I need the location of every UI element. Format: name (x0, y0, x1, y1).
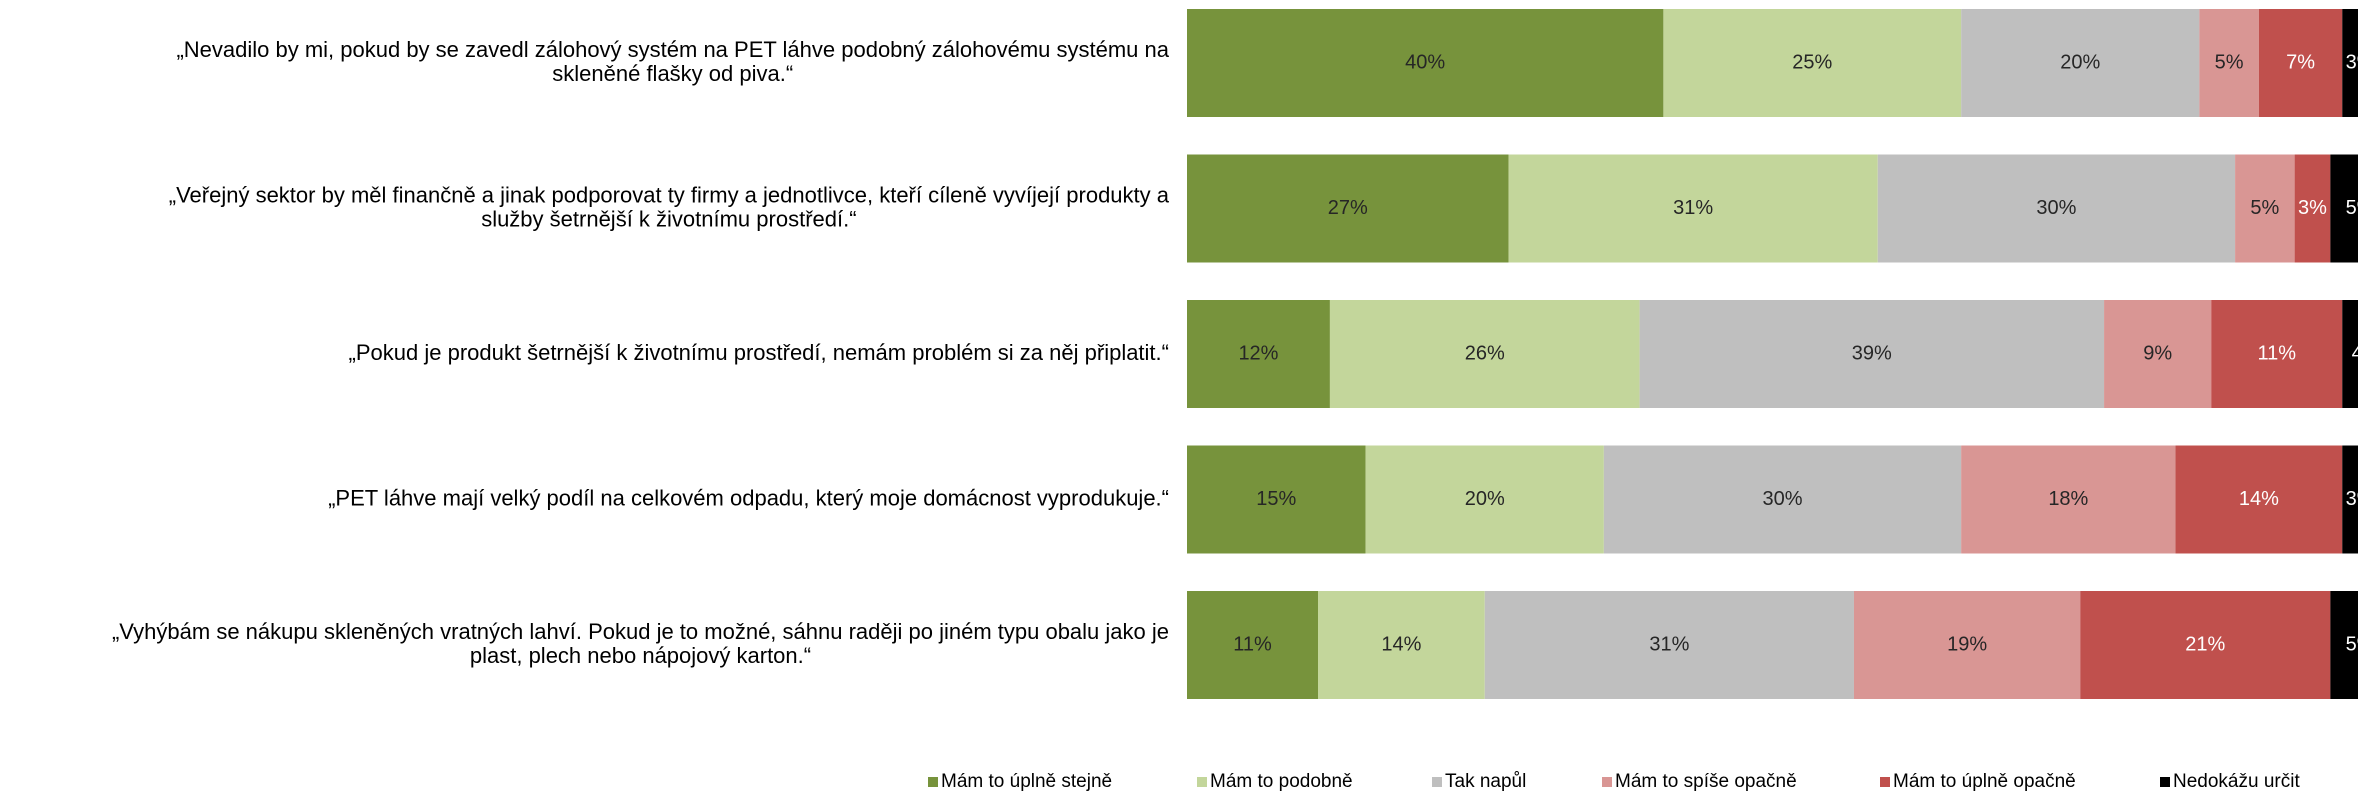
value-label: 12% (1238, 342, 1278, 364)
legend-swatch (1432, 777, 1442, 787)
value-label: 5% (2346, 633, 2358, 655)
category-label: „PET láhve mají velký podíl na celkovém … (328, 485, 1169, 510)
value-label: 3% (2346, 488, 2358, 510)
bar-segment (2175, 445, 2343, 554)
value-label: 5% (2215, 51, 2244, 73)
legend-swatch (928, 777, 938, 787)
value-label: 30% (2036, 197, 2076, 219)
value-label: 30% (1762, 488, 1802, 510)
bar-segment (2211, 300, 2343, 408)
category-label: plast, plech nebo nápojový karton.“ (470, 643, 811, 668)
bar-segment (2342, 300, 2358, 408)
value-label: 31% (1649, 633, 1689, 655)
value-label: 3% (2346, 51, 2358, 73)
legend-swatch (1880, 777, 1890, 787)
bar-segment (1508, 154, 1878, 263)
bar-segment (1187, 591, 1319, 699)
value-label: 3% (2298, 197, 2327, 219)
category-label: „Pokud je produkt šetrnější k životnímu … (349, 340, 1169, 365)
legend-label: Tak napůl (1445, 771, 1526, 792)
bar-segment (2199, 9, 2259, 117)
legend-label: Mám to spíše opačně (1615, 771, 1797, 792)
category-label: „Veřejný sektor by měl finančně a jinak … (169, 182, 1170, 207)
value-label: 21% (2185, 633, 2225, 655)
bar-segment (1329, 300, 1640, 408)
bar-segment (2342, 9, 2358, 117)
value-label: 26% (1465, 342, 1505, 364)
value-label: 18% (2048, 488, 2088, 510)
legend-swatch (1197, 777, 1207, 787)
value-label: 20% (2060, 51, 2100, 73)
value-label: 5% (2346, 197, 2358, 219)
bar-segment (2104, 300, 2212, 408)
bar-segment (1318, 591, 1485, 699)
legend-swatch (1602, 777, 1612, 787)
category-label: skleněné flašky od piva.“ (552, 61, 793, 86)
bar-segment (2294, 154, 2331, 263)
value-label: 5% (2250, 197, 2279, 219)
value-label: 7% (2286, 51, 2315, 73)
value-label: 20% (1465, 488, 1505, 510)
value-label: 19% (1947, 633, 1987, 655)
bar-segment (1187, 9, 1664, 117)
value-label: 11% (2257, 342, 2296, 364)
bar-segment (1663, 9, 1962, 117)
legend-label: Nedokážu určit (2173, 771, 2300, 792)
bar-segment (2080, 591, 2331, 699)
bar-segment (2330, 591, 2358, 699)
value-label: 14% (1381, 633, 1421, 655)
category-label: služby šetrnější k životnímu prostředí.“ (481, 206, 856, 231)
legend-label: Mám to úplně stejně (941, 771, 1112, 792)
value-label: 25% (1792, 51, 1832, 73)
bar-segment (2342, 445, 2358, 554)
category-label: „Nevadilo by mi, pokud by se zavedl zálo… (176, 37, 1169, 62)
value-label: 14% (2239, 488, 2279, 510)
value-label: 9% (2143, 342, 2172, 364)
bar-segment (1187, 300, 1330, 408)
legend-swatch (2160, 777, 2170, 787)
bar-segment (1365, 445, 1604, 554)
value-label: 4% (2352, 342, 2358, 364)
bar-segment (1853, 591, 2081, 699)
bar-segment (1961, 9, 2200, 117)
value-label: 11% (1233, 633, 1272, 655)
value-label: 15% (1256, 488, 1296, 510)
legend-label: Mám to úplně opačně (1893, 771, 2076, 792)
bar-segment (1187, 445, 1366, 554)
bar-segment (1603, 445, 1962, 554)
bar-segment (1639, 300, 2105, 408)
bar-segment (1187, 154, 1509, 263)
value-label: 31% (1673, 197, 1713, 219)
bar-segment (1877, 154, 2236, 263)
bar-segment (2235, 154, 2295, 263)
value-label: 27% (1328, 197, 1368, 219)
category-label: „Vyhýbám se nákupu skleněných vratných l… (112, 619, 1169, 644)
value-label: 40% (1405, 51, 1445, 73)
legend-label: Mám to podobně (1210, 771, 1353, 792)
bar-segment (1961, 445, 2176, 554)
bar-segment (2258, 9, 2343, 117)
bar-segment (1484, 591, 1854, 699)
value-label: 39% (1852, 342, 1892, 364)
bar-segment (2330, 154, 2358, 263)
